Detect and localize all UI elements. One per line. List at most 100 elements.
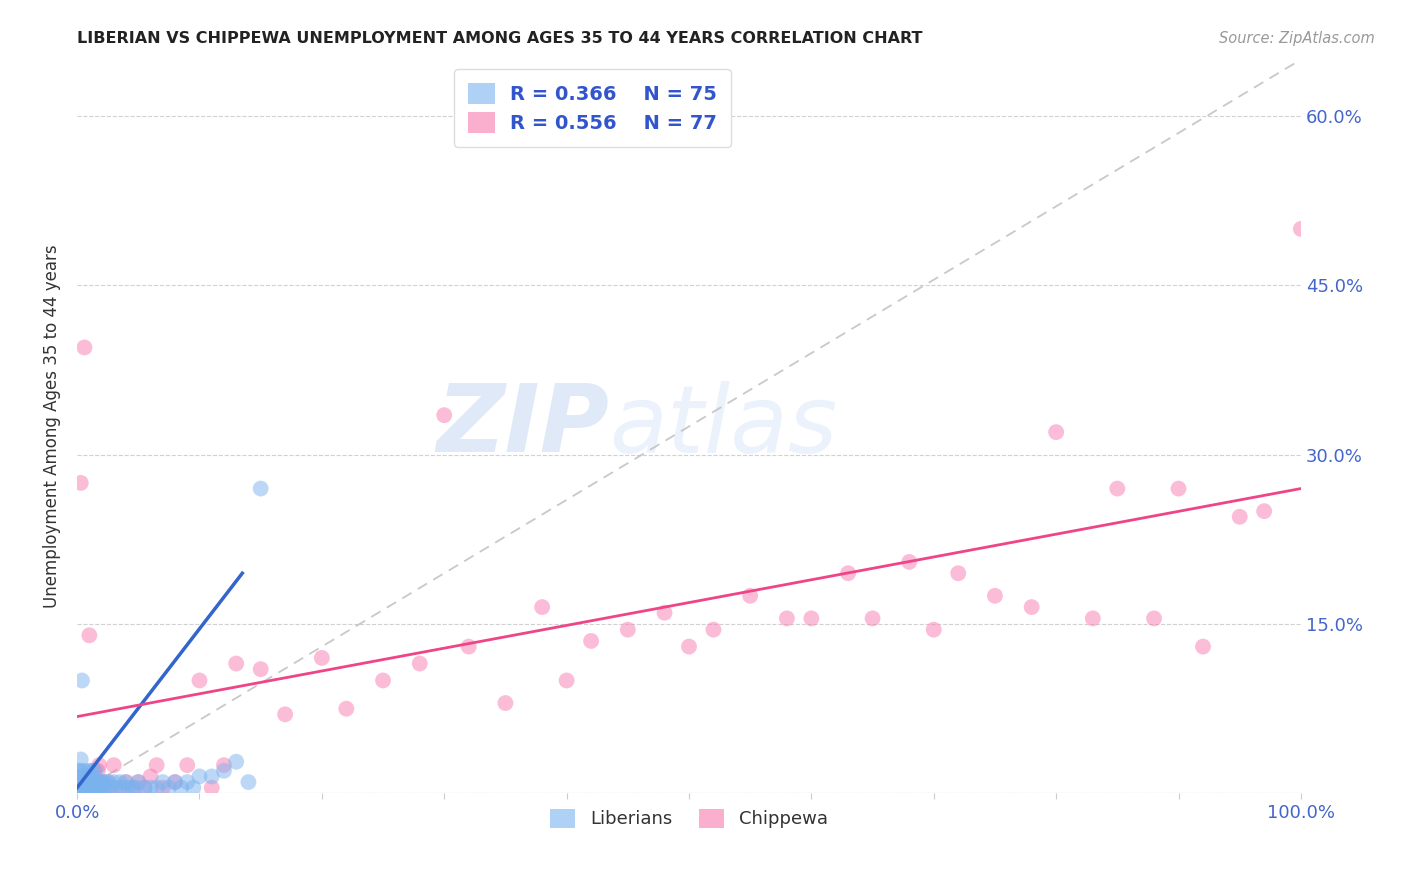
Point — [108, 780, 131, 795]
Point — [163, 775, 186, 789]
Point — [238, 775, 260, 789]
Point — [494, 696, 516, 710]
Point — [69, 475, 91, 490]
Point — [70, 780, 93, 795]
Point — [1192, 640, 1215, 654]
Point — [76, 780, 98, 795]
Point — [77, 780, 100, 795]
Point — [678, 640, 700, 654]
Point — [97, 775, 120, 789]
Point — [77, 769, 100, 783]
Point — [70, 769, 93, 783]
Point — [188, 673, 211, 688]
Point — [800, 611, 823, 625]
Point — [740, 589, 762, 603]
Point — [72, 780, 94, 795]
Y-axis label: Unemployment Among Ages 35 to 44 years: Unemployment Among Ages 35 to 44 years — [44, 244, 60, 608]
Point — [125, 780, 148, 795]
Point — [139, 769, 162, 783]
Point — [274, 707, 297, 722]
Point — [127, 775, 149, 789]
Point — [1021, 600, 1043, 615]
Point — [1167, 482, 1189, 496]
Point — [84, 780, 107, 795]
Point — [163, 775, 186, 789]
Point — [82, 775, 104, 789]
Point — [69, 780, 91, 795]
Point — [654, 606, 676, 620]
Point — [157, 780, 180, 795]
Point — [898, 555, 921, 569]
Point — [212, 758, 235, 772]
Point — [531, 600, 554, 615]
Point — [79, 764, 101, 778]
Point — [67, 780, 90, 795]
Text: LIBERIAN VS CHIPPEWA UNEMPLOYMENT AMONG AGES 35 TO 44 YEARS CORRELATION CHART: LIBERIAN VS CHIPPEWA UNEMPLOYMENT AMONG … — [77, 31, 922, 46]
Point — [90, 775, 112, 789]
Point — [108, 775, 131, 789]
Point — [72, 769, 94, 783]
Point — [80, 780, 103, 795]
Point — [73, 775, 96, 789]
Point — [225, 755, 247, 769]
Point — [79, 769, 101, 783]
Point — [922, 623, 945, 637]
Point — [948, 566, 970, 581]
Point — [776, 611, 799, 625]
Point — [117, 780, 139, 795]
Point — [579, 634, 602, 648]
Point — [112, 780, 135, 795]
Point — [67, 780, 90, 795]
Point — [1229, 509, 1251, 524]
Legend: Liberians, Chippewa: Liberians, Chippewa — [543, 802, 835, 836]
Point — [90, 780, 112, 795]
Point — [139, 780, 162, 795]
Point — [69, 775, 91, 789]
Point — [555, 673, 578, 688]
Point — [134, 780, 156, 795]
Point — [87, 780, 110, 795]
Point — [152, 775, 174, 789]
Point — [702, 623, 724, 637]
Point — [72, 780, 94, 795]
Point — [176, 775, 198, 789]
Point — [70, 673, 93, 688]
Text: atlas: atlas — [609, 381, 838, 472]
Point — [115, 775, 138, 789]
Point — [82, 769, 104, 783]
Text: Source: ZipAtlas.com: Source: ZipAtlas.com — [1219, 31, 1375, 46]
Point — [77, 775, 100, 789]
Point — [134, 780, 156, 795]
Point — [73, 780, 96, 795]
Point — [75, 780, 97, 795]
Point — [69, 775, 91, 789]
Point — [84, 775, 107, 789]
Point — [67, 775, 90, 789]
Point — [80, 764, 103, 778]
Point — [89, 775, 111, 789]
Point — [249, 662, 271, 676]
Point — [79, 780, 101, 795]
Point — [1045, 425, 1067, 439]
Point — [87, 764, 110, 778]
Point — [212, 764, 235, 778]
Point — [84, 764, 107, 778]
Point — [69, 752, 91, 766]
Point — [201, 769, 224, 783]
Point — [67, 780, 90, 795]
Point — [79, 780, 101, 795]
Point — [121, 780, 143, 795]
Point — [86, 775, 108, 789]
Point — [862, 611, 884, 625]
Point — [75, 775, 97, 789]
Point — [83, 764, 105, 778]
Point — [409, 657, 432, 671]
Point — [1253, 504, 1275, 518]
Point — [86, 780, 108, 795]
Point — [79, 628, 101, 642]
Point — [87, 758, 110, 772]
Point — [76, 769, 98, 783]
Point — [145, 780, 167, 795]
Point — [617, 623, 640, 637]
Point — [93, 780, 115, 795]
